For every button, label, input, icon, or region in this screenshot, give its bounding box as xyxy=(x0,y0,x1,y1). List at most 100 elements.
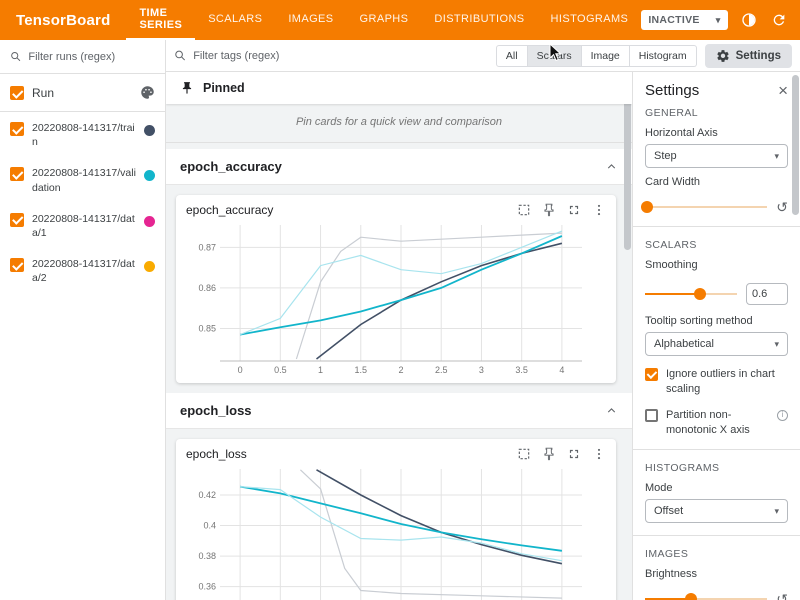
section-title: epoch_accuracy xyxy=(180,159,282,174)
theme-toggle-icon[interactable] xyxy=(740,11,758,29)
checkbox[interactable] xyxy=(645,409,658,422)
filter-tags-input[interactable] xyxy=(193,50,488,62)
svg-text:0.87: 0.87 xyxy=(198,242,216,252)
fullscreen-icon[interactable] xyxy=(567,447,581,461)
run-color-dot xyxy=(144,170,155,181)
tab-scalars[interactable]: SCALARS xyxy=(195,0,275,40)
smoothing-value-input[interactable] xyxy=(746,283,788,305)
tooltip-sorting-dropdown[interactable]: Alphabetical ▾ xyxy=(645,332,788,356)
card-width-label: Card Width xyxy=(645,176,788,188)
epoch-accuracy-chart[interactable]: 00.511.522.533.540.850.860.87 xyxy=(186,219,596,379)
run-checkbox[interactable] xyxy=(10,258,24,272)
smoothing-control xyxy=(645,283,788,305)
horizontal-axis-label: Horizontal Axis xyxy=(645,127,788,139)
chip-histogram[interactable]: Histogram xyxy=(630,45,697,67)
group-label-scalars: SCALARS xyxy=(645,239,788,251)
horizontal-axis-dropdown[interactable]: Step ▾ xyxy=(645,144,788,168)
info-icon[interactable]: i xyxy=(777,410,788,421)
fit-domain-icon[interactable] xyxy=(517,447,531,461)
svg-text:0.42: 0.42 xyxy=(198,490,216,500)
reload-status-value: INACTIVE xyxy=(648,14,699,26)
settings-panel-header: Settings × xyxy=(645,82,788,99)
tab-histograms[interactable]: HISTOGRAMS xyxy=(538,0,642,40)
tab-time-series[interactable]: TIME SERIES xyxy=(126,0,195,40)
app-body: Run 20220808-141317/train 20220808-14131… xyxy=(0,40,800,600)
card-width-slider[interactable] xyxy=(645,206,767,208)
tags-filter xyxy=(174,49,488,62)
smoothing-slider[interactable] xyxy=(645,293,737,295)
svg-text:0.85: 0.85 xyxy=(198,324,216,334)
settings-button[interactable]: Settings xyxy=(705,44,792,68)
chevron-up-icon[interactable] xyxy=(605,404,618,417)
checkbox[interactable] xyxy=(645,368,658,381)
card-title: epoch_loss xyxy=(186,447,517,461)
close-icon[interactable]: × xyxy=(778,82,788,99)
checkbox-ignore-outliers[interactable]: Ignore outliers in chart scaling xyxy=(645,367,788,397)
slider-thumb[interactable] xyxy=(694,288,706,300)
more-options-icon[interactable] xyxy=(592,447,606,461)
main-scrollbar[interactable] xyxy=(623,73,632,599)
section-header-epoch-loss[interactable]: epoch_loss xyxy=(166,393,632,429)
slider-thumb[interactable] xyxy=(641,201,653,213)
more-options-icon[interactable] xyxy=(592,203,606,217)
tab-distributions[interactable]: DISTRIBUTIONS xyxy=(421,0,537,40)
fullscreen-icon[interactable] xyxy=(567,203,581,217)
chevron-down-icon: ▾ xyxy=(774,506,779,517)
svg-text:1.5: 1.5 xyxy=(355,365,368,375)
run-row-data-2[interactable]: 20220808-141317/data/2 xyxy=(0,248,165,293)
chevron-down-icon: ▾ xyxy=(774,339,779,350)
settings-scrollbar-thumb[interactable] xyxy=(792,75,799,215)
chip-scalars[interactable]: Scalars xyxy=(528,45,582,67)
group-label-general: GENERAL xyxy=(645,107,788,119)
fit-domain-icon[interactable] xyxy=(517,203,531,217)
card-header: epoch_loss xyxy=(186,447,606,461)
settings-scrollbar[interactable] xyxy=(791,73,800,599)
reset-icon[interactable]: ↺ xyxy=(776,592,788,600)
card-title: epoch_accuracy xyxy=(186,203,517,217)
palette-icon[interactable] xyxy=(140,85,155,100)
group-label-histograms: HISTOGRAMS xyxy=(645,462,788,474)
run-color-dot xyxy=(144,216,155,227)
section-title: epoch_loss xyxy=(180,403,252,418)
run-label: 20220808-141317/data/1 xyxy=(32,212,136,240)
refresh-icon[interactable] xyxy=(770,11,788,29)
checkbox-partition-x-axis[interactable]: Partition non-monotonic X axis i xyxy=(645,408,788,438)
chip-image[interactable]: Image xyxy=(582,45,630,67)
chevron-down-icon: ▾ xyxy=(774,151,779,162)
tooltip-sorting-label: Tooltip sorting method xyxy=(645,315,788,327)
histogram-mode-value: Offset xyxy=(654,505,683,517)
run-checkbox[interactable] xyxy=(10,213,24,227)
search-icon xyxy=(174,49,186,62)
epoch-loss-chart[interactable]: 00.511.522.533.540.360.380.40.42 xyxy=(186,463,596,600)
svg-text:0.5: 0.5 xyxy=(274,365,287,375)
select-all-runs-checkbox[interactable] xyxy=(10,86,24,100)
app-header: TensorBoard TIME SERIES SCALARS IMAGES G… xyxy=(0,0,800,40)
run-row-data-1[interactable]: 20220808-141317/data/1 xyxy=(0,203,165,248)
chip-all[interactable]: All xyxy=(496,45,528,67)
tab-graphs[interactable]: GRAPHS xyxy=(347,0,422,40)
run-row-train[interactable]: 20220808-141317/train xyxy=(0,112,165,157)
run-label: 20220808-141317/data/2 xyxy=(32,257,136,285)
run-checkbox[interactable] xyxy=(10,122,24,136)
pin-icon[interactable] xyxy=(542,447,556,461)
smoothing-label: Smoothing xyxy=(645,259,788,271)
tab-images[interactable]: IMAGES xyxy=(275,0,346,40)
slider-thumb[interactable] xyxy=(685,593,697,600)
right-area: All Scalars Image Histogram Settings Pin… xyxy=(166,40,800,600)
pin-icon[interactable] xyxy=(542,203,556,217)
svg-text:3.5: 3.5 xyxy=(515,365,528,375)
reload-status-dropdown[interactable]: INACTIVE ▾ xyxy=(641,10,727,30)
histogram-mode-dropdown[interactable]: Offset ▾ xyxy=(645,499,788,523)
card-width-control: ↺ xyxy=(645,200,788,214)
run-row-validation[interactable]: 20220808-141317/validation xyxy=(0,157,165,202)
runs-sidebar: Run 20220808-141317/train 20220808-14131… xyxy=(0,40,166,600)
run-label: 20220808-141317/validation xyxy=(32,166,136,194)
section-header-epoch-accuracy[interactable]: epoch_accuracy xyxy=(166,149,632,185)
chevron-up-icon[interactable] xyxy=(605,160,618,173)
card-actions xyxy=(517,203,606,217)
svg-text:0.36: 0.36 xyxy=(198,582,216,592)
run-checkbox[interactable] xyxy=(10,167,24,181)
reset-icon[interactable]: ↺ xyxy=(776,200,788,214)
filter-runs-input[interactable] xyxy=(28,51,155,63)
svg-text:0.86: 0.86 xyxy=(198,283,216,293)
